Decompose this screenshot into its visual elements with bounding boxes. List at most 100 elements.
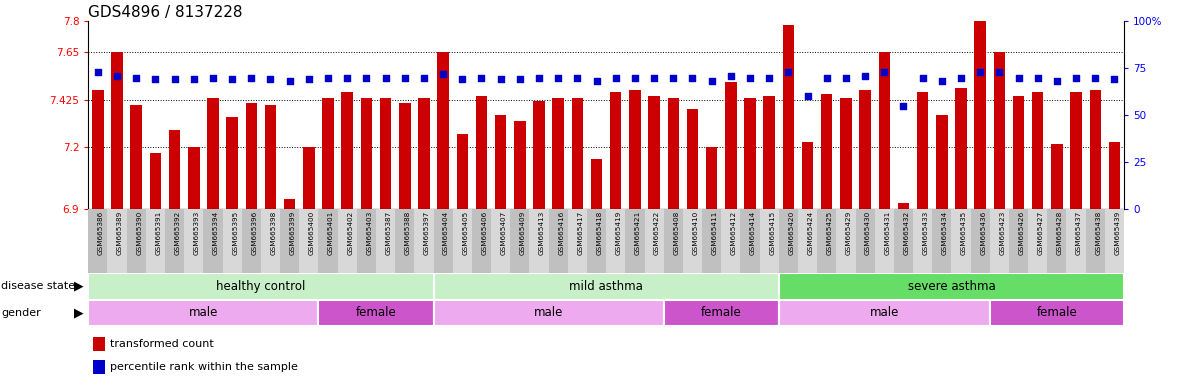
Point xyxy=(414,74,433,81)
Bar xyxy=(567,209,587,273)
Text: GSM665434: GSM665434 xyxy=(942,211,947,255)
Bar xyxy=(280,209,299,273)
Bar xyxy=(533,101,545,209)
Bar xyxy=(990,209,1009,273)
Text: GSM665423: GSM665423 xyxy=(999,211,1005,255)
Bar xyxy=(701,209,722,273)
Text: GSM665429: GSM665429 xyxy=(846,211,852,255)
Text: GSM665393: GSM665393 xyxy=(194,211,200,255)
Bar xyxy=(1048,209,1066,273)
Text: GSM665410: GSM665410 xyxy=(692,211,698,255)
Text: GSM665400: GSM665400 xyxy=(308,211,315,255)
Bar xyxy=(399,103,411,209)
Text: GSM665427: GSM665427 xyxy=(1038,211,1044,255)
Point xyxy=(185,76,204,83)
Text: GSM665402: GSM665402 xyxy=(347,211,353,255)
Point xyxy=(587,78,606,84)
Bar xyxy=(93,337,105,351)
Point xyxy=(568,74,587,81)
Bar xyxy=(165,209,184,273)
Bar xyxy=(88,273,433,300)
Bar xyxy=(548,209,567,273)
Bar xyxy=(625,209,645,273)
Point xyxy=(817,74,836,81)
Bar xyxy=(375,209,395,273)
Bar xyxy=(514,121,526,209)
Bar xyxy=(457,134,468,209)
Point xyxy=(127,74,146,81)
Bar xyxy=(112,53,122,209)
Bar xyxy=(418,98,430,209)
Text: percentile rank within the sample: percentile rank within the sample xyxy=(109,362,298,372)
Bar xyxy=(990,300,1124,326)
Bar xyxy=(591,159,603,209)
Text: GSM665415: GSM665415 xyxy=(770,211,776,255)
Point xyxy=(395,74,414,81)
Bar xyxy=(706,147,718,209)
Bar xyxy=(261,209,280,273)
Text: ▶: ▶ xyxy=(74,306,84,319)
Bar xyxy=(725,82,737,209)
Bar xyxy=(453,209,472,273)
Text: GSM665416: GSM665416 xyxy=(558,211,564,255)
Bar xyxy=(975,21,986,209)
Text: transformed count: transformed count xyxy=(109,339,214,349)
Bar xyxy=(683,209,701,273)
Text: GSM665395: GSM665395 xyxy=(232,211,238,255)
Text: GSM665398: GSM665398 xyxy=(271,211,277,255)
Bar xyxy=(893,209,913,273)
Point xyxy=(377,74,395,81)
Text: GSM665422: GSM665422 xyxy=(654,211,660,255)
Bar xyxy=(226,117,238,209)
Bar xyxy=(802,142,813,209)
Point xyxy=(280,78,299,84)
Bar xyxy=(971,209,990,273)
Text: GSM665435: GSM665435 xyxy=(960,211,967,255)
Point xyxy=(703,78,722,84)
Text: GSM665431: GSM665431 xyxy=(884,211,890,255)
Text: GSM665404: GSM665404 xyxy=(443,211,450,255)
Point xyxy=(88,69,107,75)
Point xyxy=(913,74,932,81)
Text: GSM665389: GSM665389 xyxy=(117,211,124,255)
Bar xyxy=(414,209,433,273)
Bar xyxy=(1012,96,1024,209)
Bar xyxy=(472,209,491,273)
Text: GSM665419: GSM665419 xyxy=(616,211,621,255)
Point xyxy=(491,76,510,83)
Point xyxy=(606,74,625,81)
Point xyxy=(760,74,779,81)
Point xyxy=(530,74,548,81)
Text: GSM665426: GSM665426 xyxy=(1018,211,1024,255)
Bar xyxy=(779,273,1124,300)
Bar xyxy=(1066,209,1085,273)
Text: GSM665387: GSM665387 xyxy=(386,211,392,255)
Text: GSM665392: GSM665392 xyxy=(174,211,180,255)
Text: GSM665411: GSM665411 xyxy=(712,211,718,255)
Bar xyxy=(222,209,241,273)
Point xyxy=(146,76,165,83)
Bar xyxy=(667,98,679,209)
Point xyxy=(222,76,241,83)
Bar xyxy=(664,300,779,326)
Bar xyxy=(494,115,506,209)
Text: GSM665412: GSM665412 xyxy=(731,211,737,255)
Point xyxy=(951,74,970,81)
Bar xyxy=(898,203,909,209)
Bar xyxy=(837,209,856,273)
Point xyxy=(932,78,951,84)
Text: male: male xyxy=(534,306,564,319)
Bar xyxy=(764,96,774,209)
Point xyxy=(338,74,357,81)
Text: disease state: disease state xyxy=(1,281,75,291)
Bar xyxy=(360,98,372,209)
Bar xyxy=(107,209,127,273)
Point xyxy=(722,73,740,79)
Text: GSM665407: GSM665407 xyxy=(500,211,506,255)
Bar xyxy=(951,209,971,273)
Text: GSM665405: GSM665405 xyxy=(463,211,468,255)
Text: GSM665399: GSM665399 xyxy=(290,211,295,255)
Bar xyxy=(511,209,530,273)
Bar xyxy=(1032,92,1044,209)
Text: GSM665391: GSM665391 xyxy=(155,211,161,255)
